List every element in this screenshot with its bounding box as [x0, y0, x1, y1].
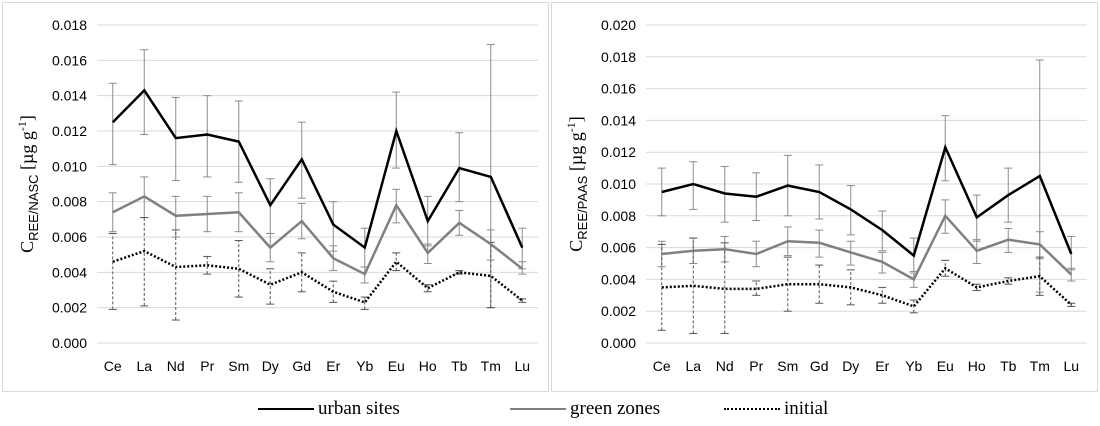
series-line-initial: [112, 249, 524, 304]
x-tick-label: Lu: [514, 358, 530, 374]
y-tick-label: 0.002: [52, 300, 87, 316]
y-tick-label: 0.014: [52, 88, 87, 104]
y-tick-label: 0.016: [52, 52, 87, 68]
y-tick-label: 0.006: [52, 229, 87, 245]
legend-swatch-urban-sites: [258, 408, 314, 410]
legend-swatch-green-zones: [510, 408, 566, 410]
x-tick-label: Tm: [1030, 358, 1050, 374]
x-tick-label: Ho: [968, 358, 986, 374]
chart-legend: urban sites green zones initial: [0, 396, 1100, 422]
x-tick-label: Dy: [842, 358, 859, 374]
x-tick-label: Er: [875, 358, 889, 374]
x-tick-label: Dy: [262, 358, 279, 374]
y-tick-label: 0.008: [601, 208, 636, 224]
y-tick-label: 0.002: [601, 303, 636, 319]
y-tick-label: 0.012: [52, 123, 87, 139]
y-tick-label: 0.000: [601, 335, 636, 351]
series-line-initial: [661, 266, 1073, 308]
error-bars-green-zones: [108, 176, 527, 284]
legend-label-initial: initial: [784, 398, 829, 419]
x-tick-label: La: [136, 358, 152, 374]
legend-item-initial: initial: [724, 396, 828, 422]
y-tick-label: 0.018: [52, 17, 87, 33]
y-axis-label-sup: -1: [15, 121, 29, 131]
x-tick-label: Ce: [653, 358, 671, 374]
legend-item-green-zones: green zones: [510, 396, 660, 422]
x-tick-label: Lu: [1063, 358, 1079, 374]
x-tick-label: Pr: [749, 358, 763, 374]
error-bars-green-zones: [657, 199, 1076, 288]
series-line-green-zones: [661, 213, 1073, 282]
y-axis-label-sub: REE/PAAS: [575, 175, 590, 239]
x-tick-label: Nd: [716, 358, 734, 374]
x-tick-label: La: [685, 358, 701, 374]
y-tick-label: 0.010: [52, 158, 87, 174]
y-tick-label: 0.004: [601, 271, 636, 287]
y-axis-label-unit: [µg g: [17, 131, 37, 174]
y-tick-label: 0.016: [601, 81, 636, 97]
y-tick-label: 0.018: [601, 49, 636, 65]
x-tick-label: Gd: [810, 358, 829, 374]
x-tick-label: Tm: [481, 358, 501, 374]
y-axis-label-end: ]: [566, 116, 586, 122]
series-line-urban-sites: [661, 143, 1073, 258]
x-tick-label: Ho: [419, 358, 437, 374]
x-tick-label: Pr: [200, 358, 214, 374]
y-tick-label: 0.014: [601, 112, 636, 128]
legend-label-urban-sites: urban sites: [318, 398, 400, 419]
y-axis-label-end: ]: [17, 115, 37, 121]
x-tick-label: Tb: [451, 358, 468, 374]
x-tick-label: Ce: [104, 358, 122, 374]
y-axis-label: CREE/PAAS [µg g-1]: [564, 116, 590, 251]
x-tick-label: Eu: [937, 358, 954, 374]
x-tick-label: Eu: [388, 358, 405, 374]
x-tick-label: Sm: [228, 358, 249, 374]
error-bars-initial: [108, 217, 527, 321]
x-tick-label: Er: [326, 358, 340, 374]
error-bars-initial: [657, 237, 1076, 334]
y-tick-label: 0.020: [601, 17, 636, 33]
legend-label-green-zones: green zones: [570, 398, 661, 419]
y-axis-label-main: C: [566, 240, 586, 252]
y-axis-label: CREE/NASC [µg g-1]: [15, 115, 41, 253]
y-axis-label-main: C: [17, 241, 37, 253]
x-tick-label: Sm: [777, 358, 798, 374]
y-tick-label: 0.000: [52, 335, 87, 351]
chart-left-panel: 0.000 0.002 0.004 0.006 0.008 0.010 0.012 0.014…: [2, 2, 549, 392]
x-tick-label: Yb: [905, 358, 922, 374]
x-tick-label: Yb: [356, 358, 373, 374]
y-tick-label: 0.008: [52, 194, 87, 210]
x-tick-label: Tb: [1000, 358, 1017, 374]
chart-left: 0.000 0.002 0.004 0.006 0.008 0.010 0.012 0.014…: [15, 17, 538, 374]
y-axis-label-sup: -1: [564, 122, 578, 132]
chart-right: 0.000 0.002 0.004 0.006 0.008 0.010 0.012 0.014…: [564, 17, 1087, 374]
x-tick-label: Nd: [167, 358, 185, 374]
chart-right-panel: 0.000 0.002 0.004 0.006 0.008 0.010 0.012 0.014…: [551, 2, 1098, 392]
y-tick-label: 0.012: [601, 144, 636, 160]
y-tick-label: 0.006: [601, 240, 636, 256]
y-axis-label-unit: [µg g: [566, 132, 586, 175]
legend-swatch-initial: [724, 408, 780, 410]
y-axis-label-sub: REE/NASC: [26, 174, 41, 240]
series-line-green-zones: [112, 194, 524, 276]
x-tick-label: Gd: [292, 358, 311, 374]
series-line-urban-sites: [111, 88, 524, 250]
y-tick-label: 0.004: [52, 264, 87, 280]
y-tick-label: 0.010: [601, 176, 636, 192]
legend-item-urban-sites: urban sites: [258, 396, 400, 422]
error-bars-urban-sites: [108, 43, 527, 309]
